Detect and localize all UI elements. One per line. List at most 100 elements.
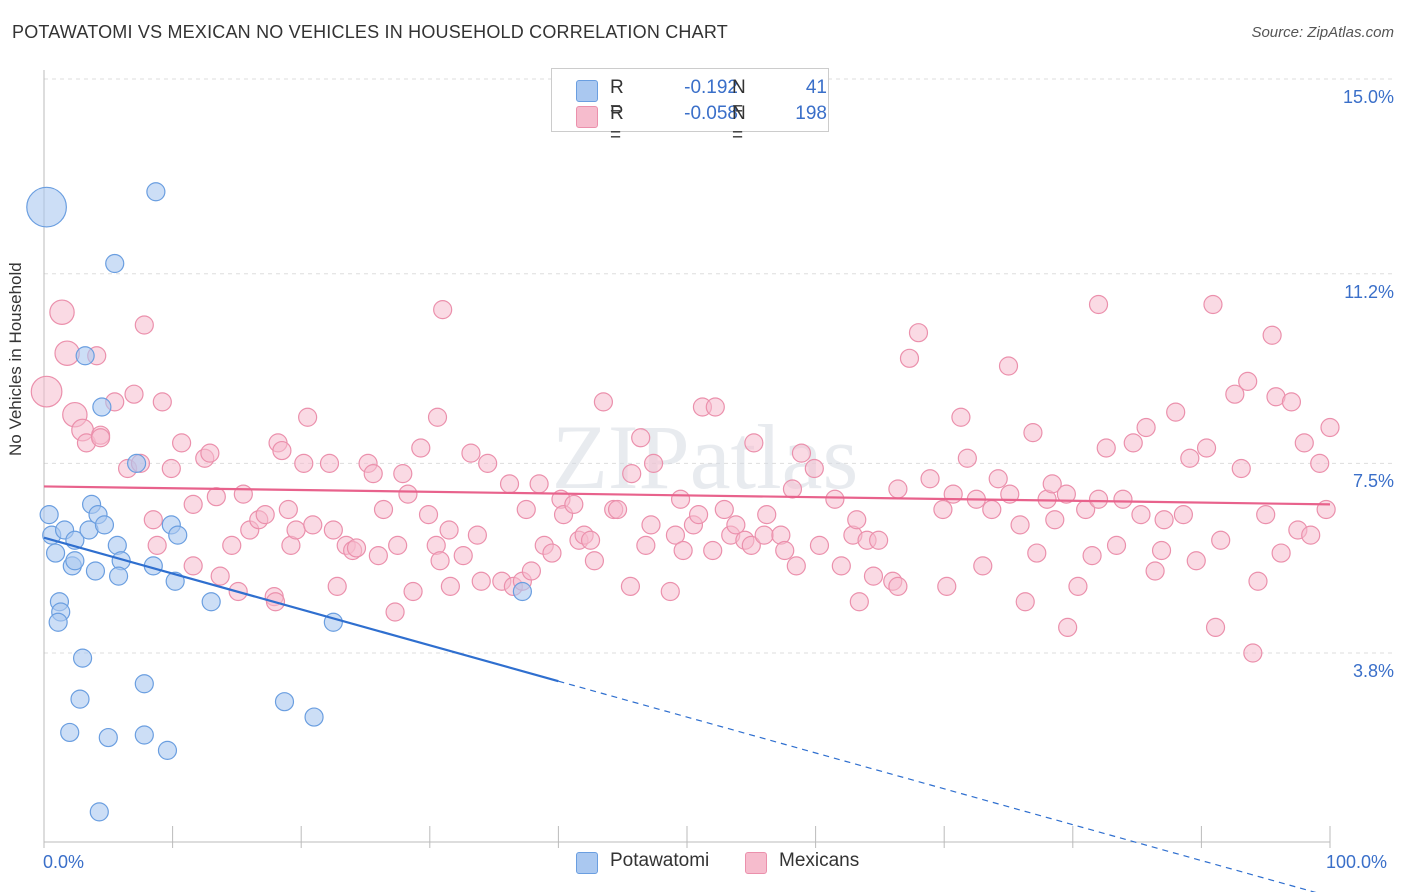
mexicans-point bbox=[1027, 543, 1047, 563]
potawatomi-point bbox=[85, 561, 106, 581]
mexicans-point bbox=[286, 520, 306, 540]
mexicans-point bbox=[499, 474, 520, 494]
n-value: 41 bbox=[805, 77, 827, 98]
potawatomi-point bbox=[146, 182, 166, 202]
mexicans-point bbox=[791, 443, 812, 463]
mexicans-swatch bbox=[576, 106, 598, 128]
potawatomi-point bbox=[72, 648, 93, 668]
mexicans-point bbox=[1145, 561, 1165, 581]
mexicans-point bbox=[398, 484, 418, 504]
mexicans-point bbox=[849, 592, 869, 612]
mexicans-point bbox=[1256, 505, 1276, 525]
mexicans-point bbox=[1106, 535, 1127, 555]
mexicans-point bbox=[998, 356, 1019, 376]
potawatomi-point bbox=[60, 722, 80, 743]
mexicans-point bbox=[741, 535, 761, 555]
mexicans-point bbox=[542, 543, 562, 563]
potawatomi-point bbox=[134, 725, 154, 745]
chart-title: POTAWATOMI VS MEXICAN NO VEHICLES IN HOU… bbox=[12, 22, 728, 42]
mexicans-point bbox=[641, 515, 661, 535]
mexicans-point bbox=[744, 433, 764, 453]
trend-lines bbox=[43, 485, 1331, 892]
potawatomi-trend-extension bbox=[558, 680, 1317, 892]
mexicans-point bbox=[804, 458, 824, 479]
mexicans-point bbox=[726, 515, 746, 535]
mexicans-point bbox=[134, 315, 154, 335]
potawatomi-point bbox=[65, 551, 85, 571]
mexicans-point bbox=[90, 428, 111, 448]
mexicans-point bbox=[593, 392, 614, 412]
potawatomi-point bbox=[98, 727, 118, 748]
mexicans-point bbox=[1088, 294, 1109, 315]
mexicans-point bbox=[973, 556, 993, 576]
mexicans-point bbox=[1281, 392, 1302, 412]
mexicans-point bbox=[1238, 371, 1258, 391]
mexicans-point bbox=[1015, 592, 1035, 612]
mexicans-point bbox=[294, 453, 314, 473]
mexicans-point bbox=[1082, 546, 1102, 566]
mexicans-point bbox=[1096, 438, 1116, 458]
mexicans-point bbox=[1196, 438, 1217, 458]
mexicans-point bbox=[636, 535, 656, 555]
mexicans-point bbox=[643, 453, 664, 473]
watermark: ZIPatlas bbox=[552, 406, 859, 508]
mexicans-point bbox=[775, 540, 795, 561]
mexicans-point bbox=[323, 520, 343, 540]
mexicans-point bbox=[461, 443, 481, 463]
mexicans-point bbox=[1243, 643, 1263, 663]
mexicans-point bbox=[368, 546, 388, 566]
mexicans-point bbox=[1320, 417, 1340, 438]
mexicans-point bbox=[1123, 433, 1143, 453]
potawatomi-point bbox=[92, 397, 112, 417]
mexicans-point bbox=[200, 443, 220, 463]
mexicans-point bbox=[388, 535, 408, 555]
mexicans-point bbox=[888, 479, 908, 499]
potawatomi-point bbox=[39, 505, 59, 525]
mexicans-point bbox=[688, 505, 709, 525]
potawatomi-point bbox=[26, 186, 67, 228]
mexicans-point bbox=[580, 530, 601, 550]
mexicans-point bbox=[453, 546, 473, 566]
mexicans-point bbox=[49, 299, 75, 325]
mexicans-point bbox=[478, 453, 498, 473]
mexicans-point bbox=[1301, 525, 1321, 545]
mexicans-point bbox=[255, 505, 275, 525]
mexicans-point bbox=[1010, 515, 1030, 535]
mexicans-point bbox=[272, 440, 292, 461]
mexicans-swatch bbox=[745, 852, 767, 874]
mexicans-point bbox=[147, 535, 167, 555]
mexicans-point bbox=[430, 551, 450, 571]
r-value: -0.192 bbox=[684, 77, 738, 98]
mexicans-point bbox=[1294, 433, 1314, 453]
mexicans-point bbox=[847, 510, 867, 530]
mexicans-point bbox=[1045, 510, 1065, 530]
mexicans-point bbox=[143, 510, 163, 530]
potawatomi-point bbox=[108, 566, 129, 586]
mexicans-point bbox=[385, 602, 405, 622]
mexicans-point bbox=[1166, 402, 1186, 422]
mexicans-point bbox=[943, 484, 963, 504]
potawatomi-point bbox=[134, 674, 154, 694]
mexicans-point bbox=[957, 448, 977, 468]
mexicans-point bbox=[30, 375, 63, 408]
mexicans-point bbox=[1056, 484, 1076, 504]
potawatomi-point bbox=[165, 571, 185, 591]
mexicans-point bbox=[1131, 505, 1151, 525]
mexicans-point bbox=[327, 576, 347, 596]
mexicans-point bbox=[1310, 453, 1330, 473]
x-tick-label-max: 100.0% bbox=[1326, 852, 1388, 872]
mexicans-point bbox=[433, 300, 453, 320]
mexicans-point bbox=[1203, 294, 1223, 315]
axes bbox=[43, 70, 1331, 848]
y-axis-label: No Vehicles in Household bbox=[6, 262, 25, 456]
mexicans-points bbox=[30, 294, 1340, 663]
y-tick-label: 11.2% bbox=[1344, 281, 1394, 302]
mexicans-point bbox=[782, 479, 803, 499]
mexicans-point bbox=[418, 505, 439, 525]
potawatomi-point bbox=[75, 346, 95, 366]
mexicans-point bbox=[278, 499, 298, 520]
mexicans-point bbox=[1042, 474, 1062, 494]
mexicans-point bbox=[1248, 571, 1268, 591]
potawatomi-point bbox=[274, 692, 295, 712]
mexicans-point bbox=[124, 384, 144, 404]
